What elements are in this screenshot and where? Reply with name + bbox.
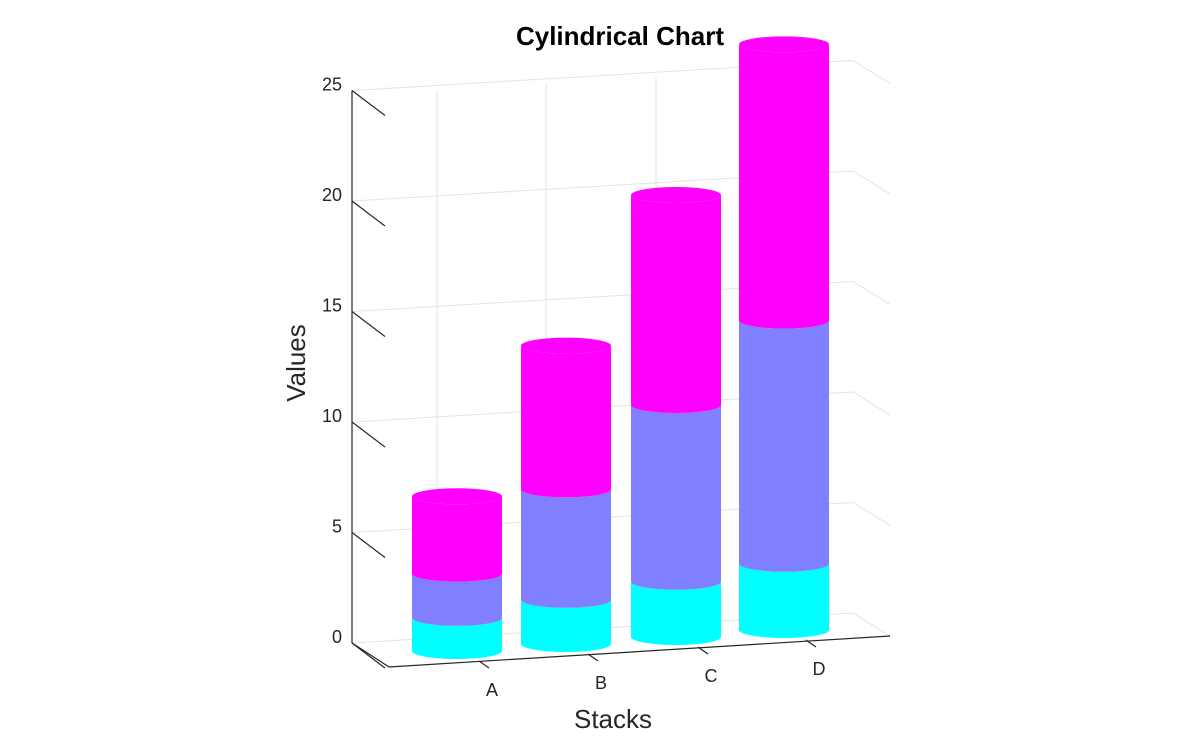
y-tick xyxy=(351,532,386,558)
y-tick xyxy=(351,90,386,116)
x-axis-line xyxy=(388,635,891,668)
cylinder-segment xyxy=(631,404,721,590)
cylinder-segment xyxy=(521,489,611,608)
y-tick-label: 0 xyxy=(332,627,342,647)
cylinder-stack xyxy=(412,488,502,659)
cylinder-segment xyxy=(521,599,611,652)
x-tick xyxy=(478,660,490,669)
y-tick-label: 25 xyxy=(322,75,342,95)
y-axis-label: Values xyxy=(281,324,311,402)
y-tick-label: 20 xyxy=(322,185,342,205)
cylinder-top xyxy=(631,187,721,203)
y-tick xyxy=(351,200,386,227)
cylinder-segment xyxy=(739,44,829,329)
grid-line-depth xyxy=(852,502,891,526)
chart-ticks: 0 5 10 15 20 25 A B C D xyxy=(322,75,826,701)
x-tick-label: B xyxy=(595,673,607,693)
cylinder-segment xyxy=(521,345,611,498)
x-tick xyxy=(697,646,709,655)
grid-line-depth xyxy=(852,170,891,195)
cylinder-segment xyxy=(412,496,502,582)
chart-bars xyxy=(412,36,829,659)
cylinder-stack xyxy=(521,337,611,652)
x-tick xyxy=(587,653,599,662)
cylinder-top xyxy=(739,36,829,53)
x-tick-label: D xyxy=(813,659,826,679)
y-tick-label: 5 xyxy=(332,517,342,537)
cylinder-segment xyxy=(739,320,829,572)
grid-line-depth xyxy=(852,281,891,305)
y-tick xyxy=(351,642,386,669)
x-tick-label: A xyxy=(486,680,498,700)
y-tick-label: 10 xyxy=(322,406,342,426)
y-tick xyxy=(351,311,386,337)
x-tick-label: C xyxy=(705,666,718,686)
chart-title: Cylindrical Chart xyxy=(516,21,724,51)
cylinder-top xyxy=(412,488,502,505)
cylinder-segment xyxy=(739,563,829,638)
grid-line-depth xyxy=(852,391,891,416)
cylinder-segment xyxy=(631,195,721,413)
cylinder-segment xyxy=(412,617,502,659)
grid-line-depth xyxy=(852,612,891,637)
grid-line-depth xyxy=(852,60,891,84)
cylinder-stack xyxy=(631,187,721,645)
cylinder-top xyxy=(521,337,611,354)
x-tick xyxy=(805,639,817,648)
cylinder-segment xyxy=(412,573,502,626)
x-axis-label: Stacks xyxy=(574,704,652,734)
y-tick-label: 15 xyxy=(322,296,342,316)
cylinder-segment xyxy=(631,581,721,645)
y-tick xyxy=(351,421,386,448)
cylinder-stack xyxy=(739,36,829,638)
